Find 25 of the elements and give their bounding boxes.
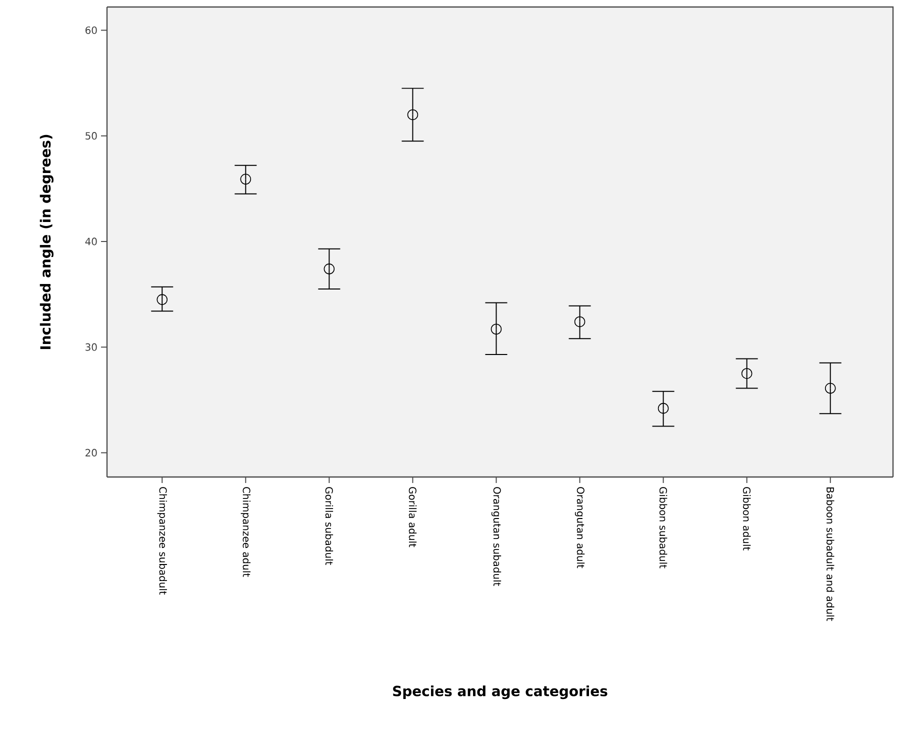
y-axis-title: Included angle (in degrees) <box>40 134 54 350</box>
point <box>407 109 418 120</box>
x-tick-label: Chimpanzee adult <box>240 487 250 577</box>
point <box>156 294 168 305</box>
x-axis-title: Species and age categories <box>393 686 608 700</box>
point <box>240 174 252 185</box>
y-tick-label: 20 <box>86 448 97 456</box>
x-tick-label: Chimpanzee subadult <box>157 487 167 595</box>
point <box>574 316 586 328</box>
x-tick-label: Orangutan adult <box>574 487 585 568</box>
point <box>824 382 836 394</box>
x-tick-label: Baboon subadult and adult <box>826 487 834 621</box>
y-tick-label: 50 <box>86 132 97 140</box>
point <box>324 264 335 274</box>
x-tick-label: Gorilla subadult <box>325 487 334 566</box>
y-tick-label: 30 <box>86 343 97 351</box>
x-tick-label: Gibbon subadult <box>659 487 668 568</box>
x-tick-label: Gibbon adult <box>742 487 751 550</box>
y-tick-label: 40 <box>85 238 97 246</box>
point <box>490 324 502 335</box>
x-tick-label: Gorilla adult <box>408 487 417 548</box>
point <box>658 402 669 414</box>
x-tick-label: Orangutan subadult <box>491 487 502 586</box>
y-tick-label: 60 <box>86 26 97 34</box>
point <box>741 368 752 379</box>
